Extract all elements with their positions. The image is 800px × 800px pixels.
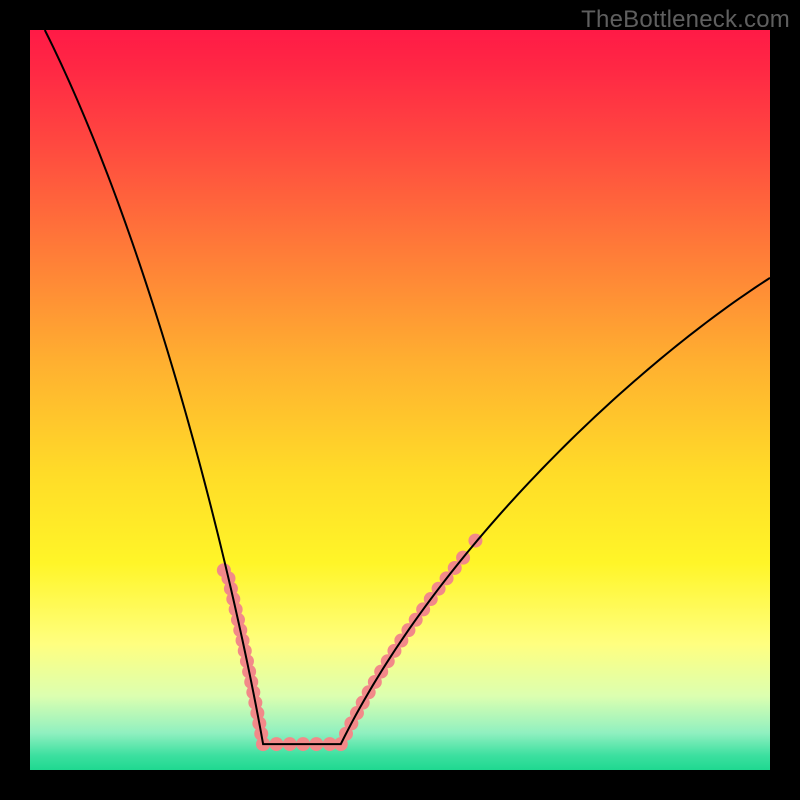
watermark-text: TheBottleneck.com (581, 6, 790, 34)
bottleneck-curve-chart (30, 30, 770, 770)
chart-frame: TheBottleneck.com (0, 0, 800, 800)
plot-area (30, 30, 770, 770)
